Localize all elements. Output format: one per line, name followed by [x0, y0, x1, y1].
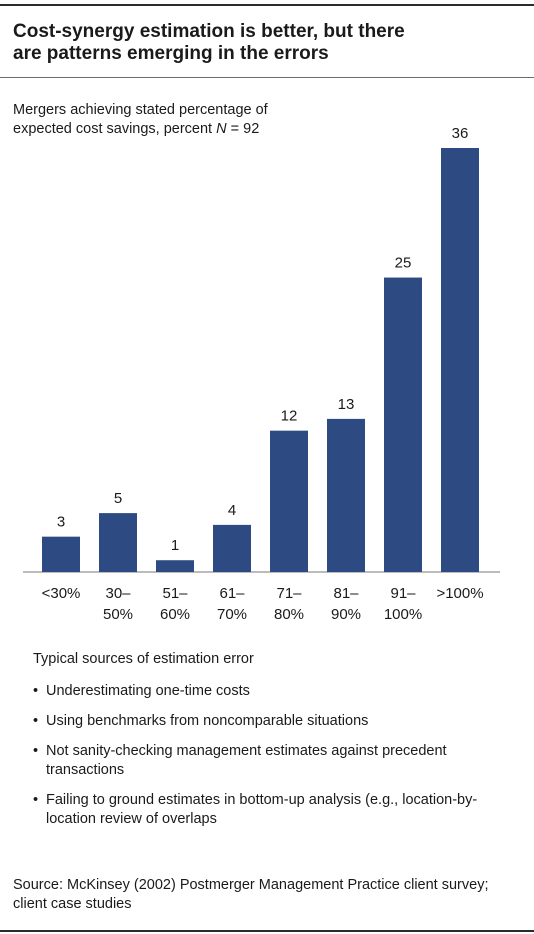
notes-heading: Typical sources of estimation error: [33, 651, 254, 667]
x-tick-label: 51–: [162, 585, 188, 602]
x-tick-label: >100%: [436, 585, 483, 602]
x-tick-label: 30–: [105, 585, 131, 602]
list-item: • Using benchmarks from noncomparable sit…: [33, 712, 523, 731]
title-line-2: are patterns emerging in the errors: [13, 43, 329, 64]
x-tick-label: 80%: [274, 606, 304, 623]
bar: [99, 513, 137, 572]
x-tick-label: 90%: [331, 606, 361, 623]
data-label: 3: [57, 514, 65, 531]
list-item-text: Not sanity-checking management estimates…: [46, 743, 447, 778]
x-tick-label: <30%: [42, 585, 81, 602]
data-label: 5: [114, 490, 122, 507]
bar: [327, 418, 365, 572]
bullet-icon: •: [33, 683, 39, 699]
title-rule: [0, 77, 534, 78]
x-tick-label: 61–: [219, 585, 245, 602]
title-line-1: Cost-synergy estimation is better, but t…: [13, 21, 405, 42]
notes-section: Typical sources of estimation error • Und…: [33, 650, 523, 840]
bullet-icon: •: [33, 743, 39, 759]
x-tick-label: 81–: [333, 585, 359, 602]
bar: [441, 148, 479, 572]
bottom-rule: [0, 930, 534, 932]
list-item: • Failing to ground estimates in bottom-u…: [33, 791, 523, 829]
x-tick-label: 60%: [160, 606, 190, 623]
chart-subtitle: Mergers achieving stated percentage of e…: [13, 101, 268, 139]
data-label: 25: [395, 255, 412, 272]
bullet-icon: •: [33, 713, 39, 729]
x-tick-label: 91–: [390, 585, 416, 602]
list-item-text: Failing to ground estimates in bottom-up…: [46, 792, 478, 827]
x-tick-label: 70%: [217, 606, 247, 623]
list-item-text: Using benchmarks from noncomparable situ…: [46, 713, 369, 729]
bar: [384, 277, 422, 572]
x-tick-label: 50%: [103, 606, 133, 623]
data-label: 1: [171, 537, 179, 554]
bar: [270, 430, 308, 572]
subtitle-line-2: expected cost savings, percent N = 92: [13, 121, 260, 137]
top-rule: [0, 4, 534, 6]
list-item-text: Underestimating one-time costs: [46, 683, 250, 699]
bar: [213, 524, 251, 572]
data-label: 12: [281, 408, 298, 425]
bullet-icon: •: [33, 792, 39, 808]
data-label: 36: [452, 125, 469, 142]
x-tick-label: 100%: [384, 606, 422, 623]
source-note: Source: McKinsey (2002) Postmerger Manag…: [13, 877, 489, 912]
data-label: 13: [338, 396, 355, 413]
subtitle-line-1: Mergers achieving stated percentage of: [13, 102, 268, 118]
bar: [156, 560, 194, 572]
x-tick-label: 71–: [276, 585, 302, 602]
notes-list: • Underestimating one-time costs • Using be…: [33, 682, 523, 829]
data-label: 4: [228, 502, 236, 519]
list-item: • Underestimating one-time costs: [33, 682, 523, 701]
bar: [42, 536, 80, 572]
chart-title: Cost-synergy estimation is better, but t…: [13, 21, 513, 65]
list-item: • Not sanity-checking management estimate…: [33, 742, 523, 780]
